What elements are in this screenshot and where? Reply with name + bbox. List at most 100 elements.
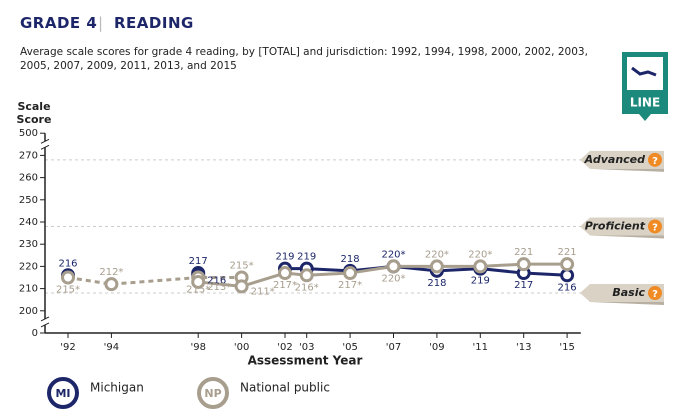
markers — [61, 257, 575, 294]
series-marker — [386, 259, 401, 274]
legend-label: Michigan — [90, 381, 144, 395]
help-icon — [648, 286, 662, 301]
value-label: 219 — [275, 252, 294, 263]
value-label: 218 — [341, 254, 360, 265]
button-label[interactable]: LINE — [630, 96, 660, 110]
value-label: 219 — [471, 276, 490, 287]
series-marker — [560, 257, 575, 272]
level-tag-shadow — [590, 168, 664, 172]
y-tick-label: 0 — [32, 328, 38, 339]
legend-abbr: NP — [204, 387, 221, 400]
value-label: 218 — [427, 278, 446, 289]
series-marker — [516, 257, 531, 272]
lines — [67, 262, 568, 288]
series-marker — [104, 277, 119, 292]
x-tick-label: '07 — [386, 342, 401, 353]
value-label: 221 — [514, 247, 533, 258]
value-label: 217 — [514, 280, 533, 291]
value-label: 220* — [381, 273, 405, 284]
x-tick-label: '05 — [342, 342, 357, 353]
y-tick-label: 500 — [19, 128, 38, 139]
level-tag — [580, 150, 664, 169]
y-tick-label: 200 — [19, 306, 38, 317]
legend-marker — [197, 377, 229, 409]
x-tick-label: '03 — [299, 342, 314, 353]
x-axis-label: Assessment Year — [248, 354, 363, 368]
series-marker — [191, 274, 206, 289]
axis-break-gap — [41, 141, 49, 148]
level-label: Advanced — [584, 153, 645, 166]
help-icon — [648, 152, 662, 167]
x-tick-label: '98 — [190, 342, 205, 353]
value-label: 211* — [251, 286, 275, 297]
value-label: 221 — [558, 247, 577, 258]
x-tick-label: '02 — [277, 342, 292, 353]
x-tick-label: '11 — [473, 342, 488, 353]
y-tick-label: 260 — [19, 173, 38, 184]
help-icon — [648, 219, 662, 234]
value-label: 215* — [56, 285, 80, 296]
level-tag — [580, 284, 664, 303]
axis-break — [40, 138, 50, 144]
x-tick-label: '09 — [429, 342, 444, 353]
subject: READING — [114, 14, 194, 32]
button-icon — [631, 66, 657, 77]
value-label: 215* — [230, 261, 254, 272]
value-label: 215* — [186, 285, 210, 296]
axis-break — [40, 144, 50, 150]
value-label: 213* — [207, 282, 231, 293]
y-tick-label: 230 — [19, 239, 38, 250]
series-marker — [61, 270, 75, 285]
axis-break-gap — [41, 318, 49, 325]
level-tag-shadow — [590, 235, 664, 239]
series-marker — [234, 279, 249, 294]
legend-marker — [47, 377, 79, 409]
series-marker — [278, 266, 292, 281]
value-label: 220* — [425, 249, 449, 260]
value-label: 220* — [468, 249, 492, 260]
y-tick-label: 270 — [19, 150, 38, 161]
y-axis-label: Scale Score — [16, 100, 52, 126]
x-tick-label: '94 — [104, 342, 119, 353]
value-label: 219 — [297, 252, 316, 263]
level-label: Basic — [612, 286, 645, 299]
y-tick-label: 240 — [19, 217, 38, 228]
value-label: 216 — [207, 275, 226, 286]
series-marker — [473, 259, 488, 274]
level-tag-shadow — [590, 302, 664, 306]
button-pointer — [639, 114, 651, 121]
help-mark: ? — [652, 156, 658, 167]
help-mark: ? — [652, 289, 658, 300]
y-tick-label: 210 — [19, 284, 38, 295]
x-tick-label: '15 — [559, 342, 574, 353]
separator: | — [98, 14, 104, 32]
view-button[interactable]: LINE — [622, 52, 668, 121]
value-label: 212* — [99, 267, 123, 278]
series-line — [67, 276, 242, 286]
x-tick-label: '92 — [60, 342, 75, 353]
axis-break — [40, 322, 50, 328]
series-marker — [429, 259, 444, 274]
help-mark: ? — [652, 222, 658, 233]
x-tick-label: '00 — [234, 342, 249, 353]
series-marker — [560, 268, 575, 283]
value-label: 217 — [189, 256, 208, 267]
legend-abbr: MI — [55, 387, 70, 400]
x-tick-label: '13 — [516, 342, 531, 353]
series-marker — [343, 266, 358, 281]
y-tick-label: 220 — [19, 261, 38, 272]
level-label: Proficient — [585, 219, 646, 232]
value-label: 216 — [58, 258, 77, 269]
series-marker — [299, 268, 314, 283]
value-label: 216 — [558, 282, 577, 293]
subtitle: Average scale scores for grade 4 reading… — [20, 46, 588, 72]
series-line — [198, 262, 568, 288]
legend-label: National public — [240, 381, 330, 395]
value-label: 216* — [295, 282, 319, 293]
y-tick-label: 250 — [19, 195, 38, 206]
value-label: 220* — [381, 249, 405, 260]
level-tag — [580, 217, 664, 236]
